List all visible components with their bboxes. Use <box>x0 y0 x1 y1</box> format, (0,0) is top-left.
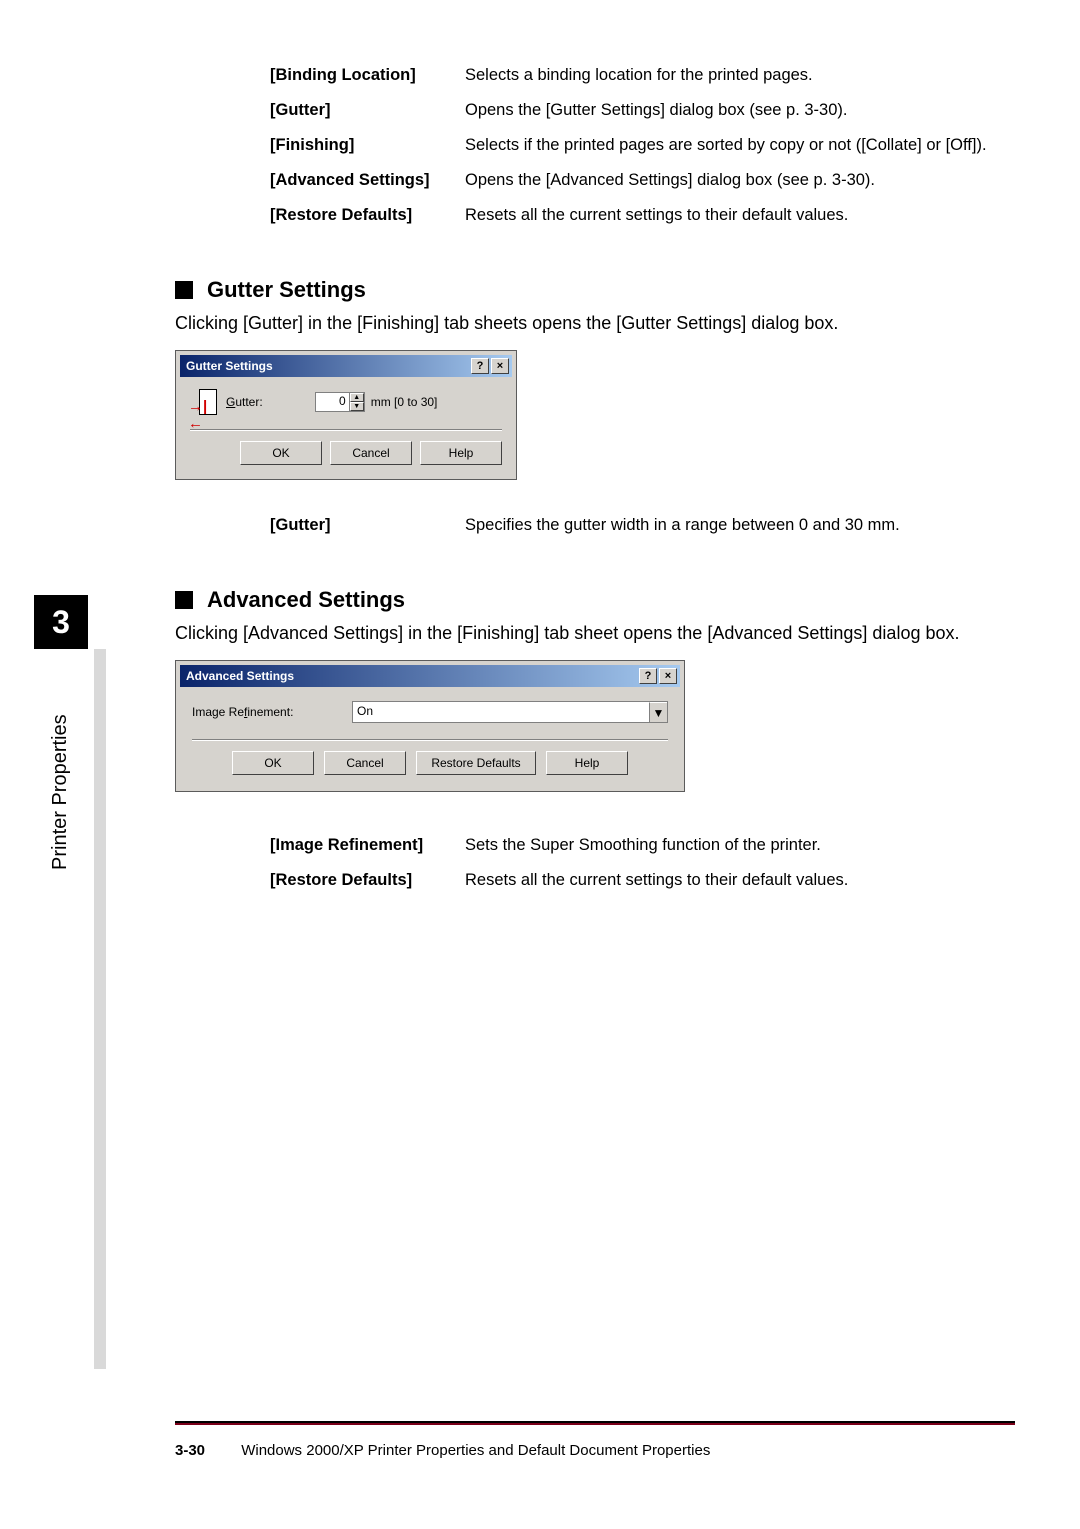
help-icon[interactable]: ? <box>639 668 657 684</box>
def-term: [Restore Defaults] <box>270 198 465 233</box>
close-icon[interactable]: × <box>491 358 509 374</box>
def-desc: Selects if the printed pages are sorted … <box>465 128 987 163</box>
def-desc: Opens the [Advanced Settings] dialog box… <box>465 163 987 198</box>
side-label: Printer Properties <box>49 714 72 870</box>
table-row: [Restore Defaults] Resets all the curren… <box>270 198 987 233</box>
help-icon[interactable]: ? <box>471 358 489 374</box>
close-icon[interactable]: × <box>659 668 677 684</box>
ok-button[interactable]: OK <box>232 751 314 775</box>
ok-button[interactable]: OK <box>240 441 322 465</box>
footer-rule <box>175 1421 1015 1425</box>
table-row: [Advanced Settings] Opens the [Advanced … <box>270 163 987 198</box>
advanced-dialog: Advanced Settings ? × Image Refinement: … <box>175 660 685 792</box>
gutter-icon: →|← <box>190 389 218 415</box>
advanced-dialog-titlebar: Advanced Settings ? × <box>180 665 680 687</box>
advanced-def-table: [Image Refinement] Sets the Super Smooth… <box>270 828 848 898</box>
def-desc: Selects a binding location for the print… <box>465 58 987 93</box>
table-row: [Finishing] Selects if the printed pages… <box>270 128 987 163</box>
gutter-def-table: [Gutter] Specifies the gutter width in a… <box>270 508 900 543</box>
table-row: [Binding Location] Selects a binding loc… <box>270 58 987 93</box>
dialog-title: Advanced Settings <box>186 669 637 683</box>
def-desc: Opens the [Gutter Settings] dialog box (… <box>465 93 987 128</box>
table-row: [Gutter] Opens the [Gutter Settings] dia… <box>270 93 987 128</box>
def-desc: Resets all the current settings to their… <box>465 198 987 233</box>
chapter-tab: 3 <box>34 595 88 649</box>
help-button[interactable]: Help <box>420 441 502 465</box>
spinner-down-icon[interactable]: ▼ <box>350 402 364 411</box>
separator <box>192 739 668 741</box>
image-refinement-label: Image Refinement: <box>192 705 352 719</box>
footer-text: Windows 2000/XP Printer Properties and D… <box>241 1442 710 1459</box>
top-def-table: [Binding Location] Selects a binding loc… <box>270 58 987 233</box>
gutter-label: Gutter: <box>226 395 263 409</box>
def-term: [Binding Location] <box>270 58 465 93</box>
heading-text: Gutter Settings <box>207 277 366 303</box>
dialog-title: Gutter Settings <box>186 359 469 373</box>
def-term: [Gutter] <box>270 508 465 543</box>
page-number: 3-30 <box>175 1442 205 1459</box>
cancel-button[interactable]: Cancel <box>330 441 412 465</box>
table-row: [Image Refinement] Sets the Super Smooth… <box>270 828 848 863</box>
gutter-heading: Gutter Settings <box>175 277 1015 303</box>
def-term: [Image Refinement] <box>270 828 465 863</box>
def-term: [Restore Defaults] <box>270 863 465 898</box>
cancel-button[interactable]: Cancel <box>324 751 406 775</box>
help-button[interactable]: Help <box>546 751 628 775</box>
def-desc: Resets all the current settings to their… <box>465 863 848 898</box>
image-refinement-combo[interactable]: On ▼ <box>352 701 668 723</box>
def-term: [Gutter] <box>270 93 465 128</box>
side-gray-bar <box>94 649 106 1369</box>
bullet-square-icon <box>175 281 193 299</box>
separator <box>190 429 502 431</box>
combo-value: On <box>353 702 649 722</box>
restore-defaults-button[interactable]: Restore Defaults <box>416 751 536 775</box>
def-term: [Advanced Settings] <box>270 163 465 198</box>
chevron-down-icon[interactable]: ▼ <box>649 702 667 722</box>
bullet-square-icon <box>175 591 193 609</box>
def-desc: Specifies the gutter width in a range be… <box>465 508 900 543</box>
spinner-up-icon[interactable]: ▲ <box>350 393 364 402</box>
page-footer: 3-30 Windows 2000/XP Printer Properties … <box>175 1442 710 1459</box>
table-row: [Gutter] Specifies the gutter width in a… <box>270 508 900 543</box>
gutter-dialog-titlebar: Gutter Settings ? × <box>180 355 512 377</box>
gutter-range: mm [0 to 30] <box>371 395 438 409</box>
advanced-heading: Advanced Settings <box>175 587 1015 613</box>
advanced-intro: Clicking [Advanced Settings] in the [Fin… <box>175 623 1015 644</box>
heading-text: Advanced Settings <box>207 587 405 613</box>
table-row: [Restore Defaults] Resets all the curren… <box>270 863 848 898</box>
def-desc: Sets the Super Smoothing function of the… <box>465 828 848 863</box>
gutter-spinner[interactable]: 0 ▲ ▼ <box>315 392 365 412</box>
gutter-intro: Clicking [Gutter] in the [Finishing] tab… <box>175 313 1015 334</box>
def-term: [Finishing] <box>270 128 465 163</box>
gutter-dialog: Gutter Settings ? × →|← Gutter: 0 ▲ ▼ mm… <box>175 350 517 480</box>
gutter-value[interactable]: 0 <box>316 393 350 411</box>
chapter-number: 3 <box>52 604 70 641</box>
